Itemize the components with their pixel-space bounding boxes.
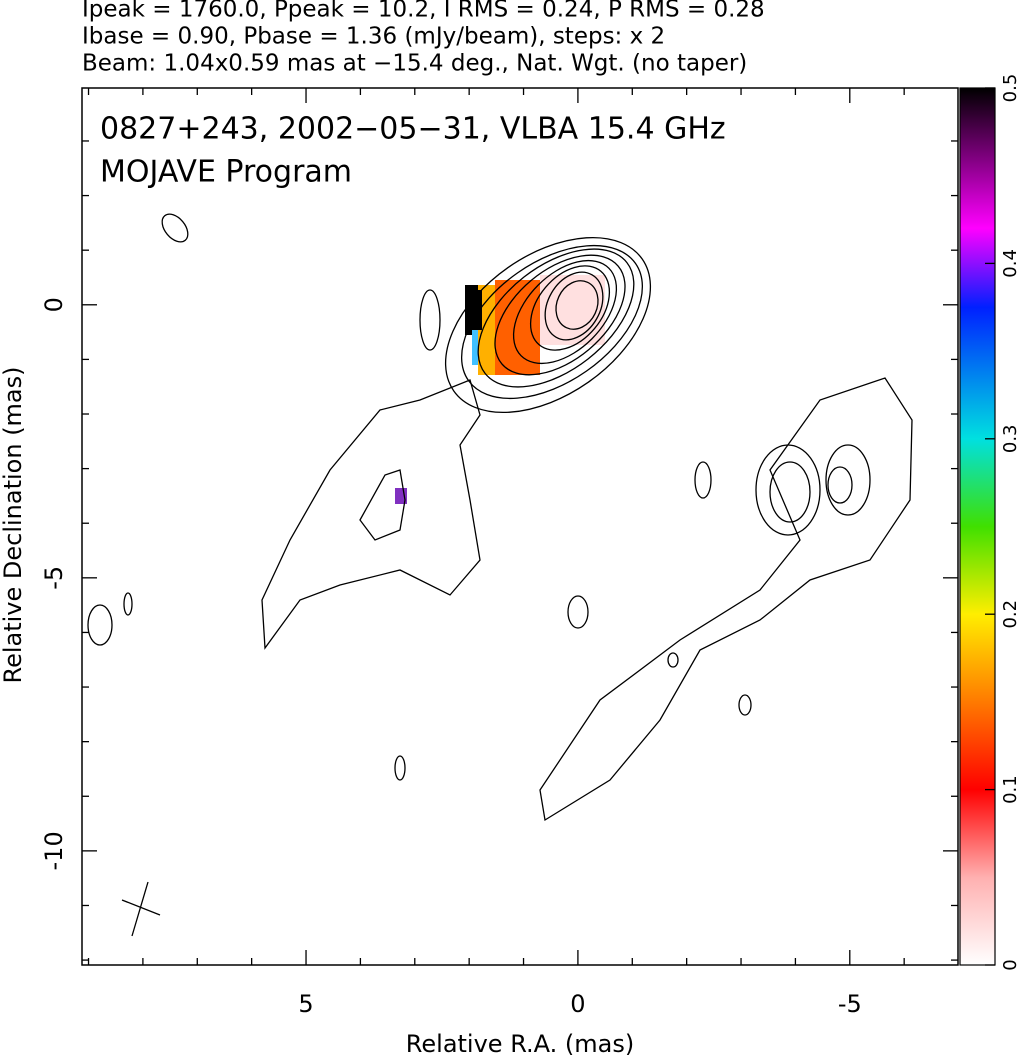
y-tick-label: -5	[40, 566, 68, 590]
title-line: Beam: 1.04x0.59 mas at −15.4 deg., Nat. …	[82, 51, 747, 77]
annotation: MOJAVE Program	[100, 155, 352, 190]
plot-frame	[81, 87, 959, 966]
title-line: Ibase = 0.90, Pbase = 1.36 (mJy/beam), s…	[82, 24, 665, 50]
pol-patch	[495, 280, 540, 375]
y-axis-label: Relative Declination (mas)	[0, 366, 27, 683]
x-tick-label: 0	[570, 990, 585, 1018]
colorbar-tick-label: 0.3	[1000, 424, 1021, 453]
colorbar-tick-label: 0	[1000, 959, 1021, 970]
colorbar-tick-label: 0.4	[1000, 249, 1021, 278]
annotation: 0827+243, 2002−05−31, VLBA 15.4 GHz	[100, 112, 726, 147]
x-tick-label: 5	[298, 990, 313, 1018]
colorbar-tick-label: 0.2	[1000, 600, 1021, 629]
y-tick-label: 0	[40, 297, 68, 312]
contours	[87, 213, 913, 937]
colorbar-tick-label: 0.5	[1000, 74, 1021, 103]
colorbar	[959, 87, 996, 966]
x-tick-label: -5	[838, 990, 862, 1018]
y-tick-label: -10	[40, 831, 68, 870]
title: Ipeak = 1760.0, Ppeak = 10.2, I RMS = 0.…	[82, 0, 765, 77]
title-line: Ipeak = 1760.0, Ppeak = 10.2, I RMS = 0.…	[82, 0, 765, 23]
colorbar-tick-label: 0.1	[1000, 775, 1021, 804]
x-axis-label: Relative R.A. (mas)	[406, 1030, 634, 1058]
